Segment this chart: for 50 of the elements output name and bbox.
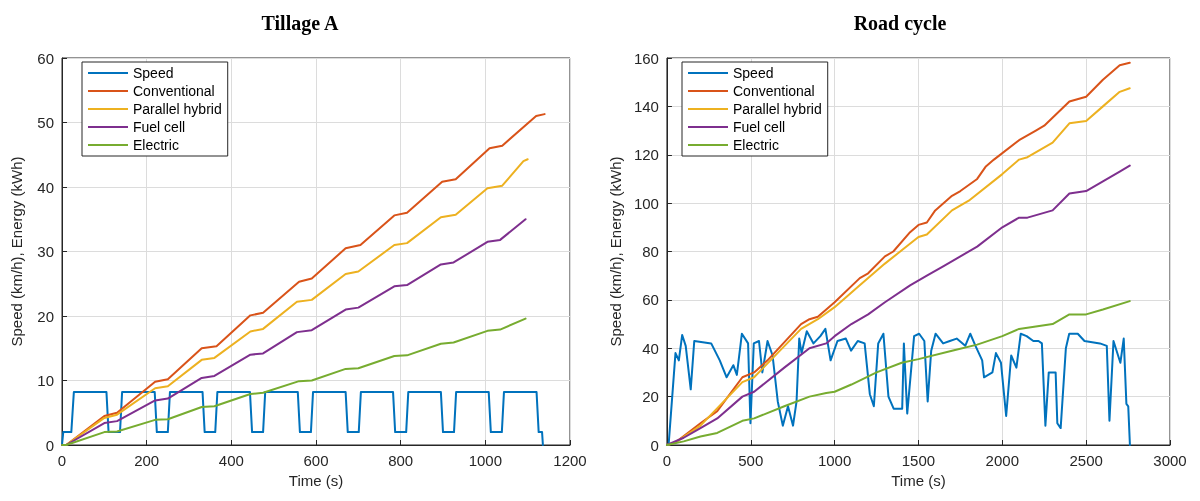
- x-tick-label: 2500: [1069, 452, 1103, 469]
- x-tick-label: 1000: [817, 452, 852, 469]
- legend-label: Electric: [133, 137, 179, 153]
- x-tick-label: 600: [303, 452, 329, 469]
- y-tick-label: 60: [642, 291, 659, 309]
- x-tick-label: 1200: [553, 452, 587, 469]
- x-axis-title: Time (s): [288, 471, 344, 489]
- y-tick-label: 160: [633, 49, 659, 67]
- legend-label: Parallel hybrid: [133, 101, 222, 117]
- y-tick-label: 80: [642, 243, 659, 260]
- y-tick-label: 50: [37, 114, 54, 131]
- y-tick-label: 30: [37, 243, 54, 260]
- y-tick-label: 40: [642, 339, 659, 357]
- legend-label: Fuel cell: [133, 119, 186, 135]
- legend-label: Electric: [733, 137, 779, 153]
- line-series: [665, 164, 1131, 446]
- x-axis-title: Time (s): [891, 471, 946, 489]
- y-tick-label: 60: [37, 49, 54, 67]
- legend-label: Conventional: [733, 83, 815, 99]
- x-tick-label: 400: [218, 452, 244, 469]
- line-series: [665, 300, 1131, 446]
- chart-title: Road cycle: [853, 12, 947, 35]
- legend-label: Fuel cell: [733, 119, 786, 135]
- x-tick-label: 500: [738, 452, 764, 469]
- x-tick-label: 1000: [468, 452, 503, 469]
- legend-label: Conventional: [133, 83, 215, 99]
- y-tick-label: 10: [37, 372, 54, 389]
- legend-label: Parallel hybrid: [733, 101, 822, 117]
- legend-label: Speed: [733, 65, 774, 81]
- line-series: [61, 317, 527, 446]
- y-tick-label: 20: [642, 388, 659, 406]
- x-tick-label: 800: [388, 452, 414, 469]
- y-tick-label: 40: [37, 178, 54, 196]
- y-tick-label: 20: [37, 307, 54, 325]
- x-tick-label: 3000: [1153, 452, 1187, 469]
- y-axis-title: Speed (km/h), Energy (kWh): [8, 156, 25, 347]
- x-tick-label: 2000: [985, 452, 1019, 469]
- line-series: [665, 327, 1131, 446]
- chart-title: Tillage A: [261, 12, 339, 35]
- legend-label: Speed: [133, 65, 174, 81]
- x-tick-label: 0: [57, 452, 67, 469]
- x-tick-label: 200: [134, 452, 160, 469]
- y-tick-label: 0: [650, 436, 659, 454]
- x-tick-label: 0: [662, 452, 672, 469]
- y-tick-label: 100: [633, 194, 659, 212]
- x-tick-label: 1500: [901, 452, 936, 469]
- y-tick-label: 120: [633, 146, 659, 164]
- y-tick-label: 0: [45, 436, 54, 454]
- y-tick-label: 140: [633, 97, 659, 115]
- y-axis-title: Speed (km/h), Energy (kWh): [607, 156, 624, 347]
